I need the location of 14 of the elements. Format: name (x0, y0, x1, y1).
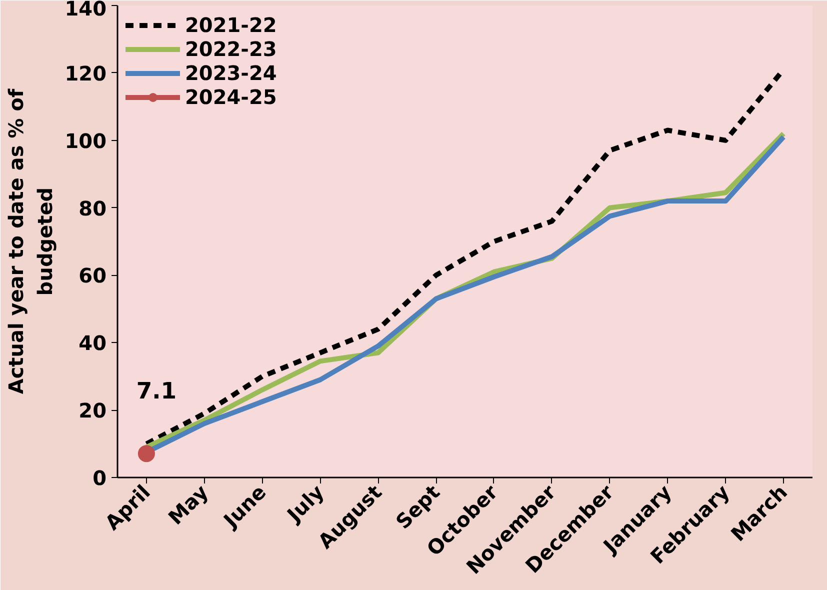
y-tick-label: 140 (64, 0, 106, 20)
y-tick-label: 60 (78, 264, 107, 288)
y-tick-label: 120 (64, 61, 106, 86)
y-tick-label: 80 (78, 196, 107, 220)
y-tick-label: 100 (64, 128, 106, 153)
y-axis-title: Actual year to date as % of budgeted (4, 88, 57, 394)
y-tick-label: 0 (92, 466, 107, 490)
y-tick-label: 40 (78, 331, 107, 356)
legend-label: 2022-23 (185, 37, 277, 61)
y-tick-label: 20 (78, 398, 107, 423)
data-label: 7.1 (136, 378, 177, 405)
legend-label: 2021-22 (185, 13, 277, 37)
legend-label: 2024-25 (185, 85, 277, 109)
legend-label: 2023-24 (185, 61, 277, 85)
